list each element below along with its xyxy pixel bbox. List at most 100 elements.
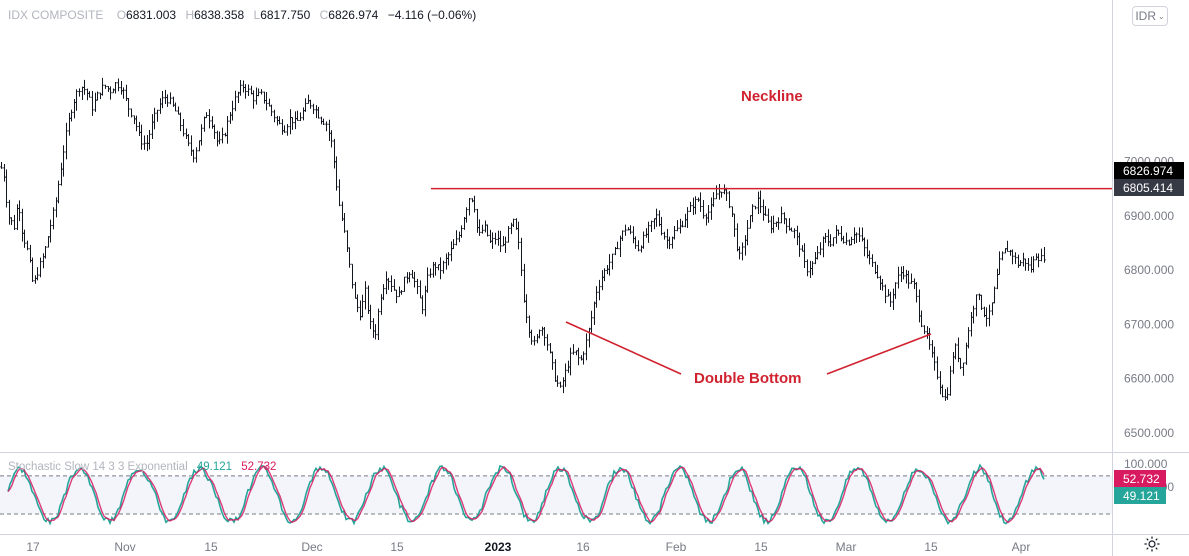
price-bar (920, 310, 923, 328)
stoch-k-line (7, 463, 1045, 526)
price-bar (354, 281, 357, 299)
price-bar (231, 100, 234, 121)
price-bar (491, 232, 494, 249)
price-bar (369, 304, 372, 330)
price-bar (335, 156, 338, 191)
price-bar (842, 235, 845, 244)
price-bar (174, 102, 177, 112)
stochastic-name[interactable]: Stochastic Slow 14 3 3 Exponential (8, 461, 188, 473)
price-bar (939, 371, 942, 395)
price-bar (221, 127, 224, 144)
stoch-tick-label: 100.000 (1124, 457, 1168, 471)
price-bar (299, 112, 302, 122)
price-bar (824, 233, 827, 243)
price-bar (218, 131, 221, 145)
price-bar (471, 198, 474, 203)
price-bar (0, 162, 3, 169)
price-bar (894, 282, 897, 299)
price-bar (749, 215, 752, 229)
price-bar (380, 294, 383, 315)
time-tick-label: Nov (114, 540, 135, 554)
price-bar (564, 363, 567, 387)
price-bar (13, 214, 16, 230)
price-bar (203, 116, 206, 132)
price-bar (699, 192, 702, 212)
double-bottom-right-line (826, 333, 932, 375)
price-bar (746, 219, 749, 246)
price-bar (941, 384, 944, 398)
price-series (0, 77, 1046, 401)
price-bar (650, 220, 653, 232)
price-bar (426, 267, 429, 293)
change-value: −4.116 (−0.06%) (387, 8, 477, 22)
price-bar (881, 278, 884, 291)
price-bar (785, 218, 788, 234)
price-bar (268, 98, 271, 107)
price-bar (486, 224, 489, 237)
double-bottom-left-line (565, 321, 682, 375)
price-bar (798, 232, 801, 257)
price-bar (777, 217, 780, 230)
symbol-name[interactable]: IDX COMPOSITE (8, 8, 104, 22)
stoch-d-line (7, 465, 1045, 524)
price-bar (850, 236, 853, 246)
price-bar (991, 302, 994, 316)
price-bar (94, 92, 97, 112)
price-bar (452, 239, 455, 250)
price-bar (250, 85, 253, 95)
price-bar (780, 206, 783, 224)
price-bar (725, 187, 728, 201)
price-bar (148, 129, 151, 150)
price-tick-label: 6600.000 (1124, 372, 1174, 386)
price-bar (863, 237, 866, 257)
time-tick-label: 16 (576, 540, 590, 554)
price-bar (517, 221, 520, 250)
price-bar (416, 278, 419, 295)
price-bar (980, 294, 983, 310)
price-bar (593, 301, 596, 325)
price-bar (702, 200, 705, 219)
price-bar (166, 94, 169, 107)
price-label-text: 6826.974 (1123, 164, 1173, 178)
open-value: 6831.003 (126, 8, 177, 22)
price-bar (715, 185, 718, 200)
price-bar (668, 236, 671, 250)
price-bar (177, 106, 180, 115)
high-key: H (185, 8, 195, 22)
price-bar (481, 224, 484, 234)
price-bar (822, 236, 825, 258)
price-bar (179, 112, 182, 132)
price-bar (686, 207, 689, 229)
price-bar (655, 208, 658, 227)
close-value: 6826.974 (328, 8, 379, 22)
price-bar (967, 327, 970, 349)
price-bar (151, 114, 154, 140)
price-tick-label: 6700.000 (1124, 317, 1174, 331)
price-bar (400, 289, 403, 295)
price-bar (572, 344, 575, 355)
price-bar (153, 107, 156, 130)
price-bar (1037, 253, 1040, 268)
price-bar (289, 109, 292, 135)
currency-button[interactable]: IDR ⌄ (1132, 6, 1168, 26)
price-bar (954, 343, 957, 360)
stochastic-header: Stochastic Slow 14 3 3 Exponential 49.12… (8, 461, 276, 473)
price-bar (270, 104, 273, 117)
price-bar (312, 103, 315, 115)
price-bar (512, 218, 515, 227)
price-bar (632, 226, 635, 244)
price-bar (263, 91, 266, 104)
price-bar (988, 304, 991, 327)
price-bar (520, 237, 523, 277)
stoch-label-text: 52.732 (1123, 472, 1160, 486)
price-bar (819, 242, 822, 256)
price-bar (244, 84, 247, 99)
price-bar (8, 199, 11, 225)
price-bar (588, 327, 591, 348)
price-bar (705, 213, 708, 226)
gear-icon[interactable] (1143, 535, 1161, 553)
price-bar (255, 87, 258, 105)
price-bar (928, 327, 931, 350)
price-bar (1017, 254, 1020, 268)
price-bar (333, 138, 336, 169)
